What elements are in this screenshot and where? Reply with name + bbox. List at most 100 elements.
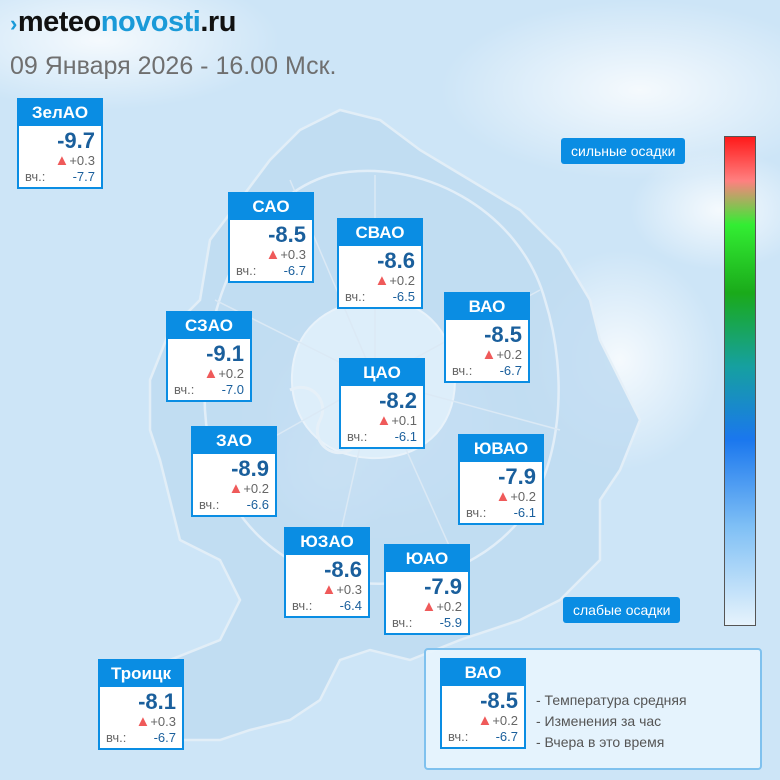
legend-item-hourly-change: - Изменения за час (536, 713, 662, 729)
district-temp: -7.9 (498, 464, 536, 489)
district-card-zelao: ЗелАО -9.7 ▲+0.3 вч.: -7.7 (17, 98, 103, 189)
yesterday-value: -7.0 (221, 382, 244, 397)
yesterday-value: -6.5 (392, 289, 415, 304)
yesterday-label: вч.: (345, 289, 366, 304)
yesterday-value: -7.7 (72, 169, 95, 184)
district-change: ▲+0.2 (446, 347, 528, 362)
yesterday-value: -6.7 (283, 263, 306, 278)
logo-text-novosti: novosti (100, 6, 201, 38)
district-name: СВАО (339, 220, 421, 246)
district-yesterday: вч.: -7.7 (19, 168, 101, 187)
change-value: +0.2 (243, 481, 269, 496)
district-card-yuvao: ЮВАО -7.9 ▲+0.2 вч.: -6.1 (458, 434, 544, 525)
district-name: ЗелАО (19, 100, 101, 126)
district-card-szao: СЗАО -9.1 ▲+0.2 вч.: -7.0 (166, 311, 252, 402)
district-yesterday: вч.: -6.1 (460, 504, 542, 523)
change-value: +0.3 (336, 582, 362, 597)
district-yesterday: вч.: -5.9 (386, 614, 468, 633)
change-value: +0.3 (280, 247, 306, 262)
district-name: ЮЗАО (286, 529, 368, 555)
up-triangle-icon: ▲ (265, 246, 281, 263)
yesterday-label: вч.: (106, 730, 127, 745)
district-name: ЗАО (193, 428, 275, 454)
district-card-svao: СВАО -8.6 ▲+0.2 вч.: -6.5 (337, 218, 423, 309)
logo-text-ru: .ru (200, 6, 236, 38)
yesterday-label: вч.: (292, 598, 313, 613)
change-value: +0.2 (492, 713, 518, 728)
district-yesterday: вч.: -6.1 (341, 428, 423, 447)
up-triangle-icon: ▲ (374, 272, 390, 289)
change-value: +0.2 (436, 599, 462, 614)
district-yesterday: вч.: -6.7 (442, 728, 524, 747)
yesterday-label: вч.: (199, 497, 220, 512)
district-temp: -7.9 (424, 574, 462, 599)
change-value: +0.2 (389, 273, 415, 288)
change-value: +0.2 (218, 366, 244, 381)
precipitation-scale-bar (724, 136, 756, 626)
change-value: +0.1 (391, 413, 417, 428)
up-triangle-icon: ▲ (203, 365, 219, 382)
yesterday-label: вч.: (392, 615, 413, 630)
district-yesterday: вч.: -6.4 (286, 597, 368, 616)
yesterday-value: -6.1 (513, 505, 536, 520)
legend-sample-card: ВАО -8.5 ▲+0.2 вч.: -6.7 (440, 658, 526, 749)
district-name: САО (230, 194, 312, 220)
district-change: ▲+0.2 (386, 599, 468, 614)
up-triangle-icon: ▲ (421, 598, 437, 615)
district-temp: -8.5 (268, 222, 306, 247)
yesterday-value: -6.7 (153, 730, 176, 745)
district-yesterday: вч.: -6.5 (339, 288, 421, 307)
district-card-vao: ВАО -8.5 ▲+0.2 вч.: -6.7 (444, 292, 530, 383)
legend-item-average-temp: - Температура средняя (536, 692, 687, 708)
yesterday-label: вч.: (466, 505, 487, 520)
district-name: ВАО (442, 660, 524, 686)
district-card-yuao: ЮАО -7.9 ▲+0.2 вч.: -5.9 (384, 544, 470, 635)
district-yesterday: вч.: -6.6 (193, 496, 275, 515)
scale-label-heavy: сильные осадки (561, 138, 686, 164)
district-temp: -8.2 (379, 388, 417, 413)
legend-items: - Температура средняя - Изменения за час… (536, 690, 687, 753)
district-name: ВАО (446, 294, 528, 320)
change-value: +0.2 (510, 489, 536, 504)
district-name: Троицк (100, 661, 182, 687)
site-logo[interactable]: ›meteonovosti.ru (10, 6, 236, 39)
up-triangle-icon: ▲ (495, 488, 511, 505)
district-change: ▲+0.2 (168, 366, 250, 381)
district-temp: -9.1 (206, 341, 244, 366)
logo-text-meteo: meteo (17, 6, 101, 38)
district-temp: -8.6 (377, 248, 415, 273)
district-change: ▲+0.2 (442, 713, 524, 728)
district-change: ▲+0.2 (339, 273, 421, 288)
district-name: ЮАО (386, 546, 468, 572)
district-temp: -9.7 (57, 128, 95, 153)
legend-box: ВАО -8.5 ▲+0.2 вч.: -6.7 - Температура ср… (424, 648, 762, 770)
up-triangle-icon: ▲ (321, 581, 337, 598)
date-time: 09 Января 2026 - 16.00 Мск. (10, 52, 337, 80)
district-yesterday: вч.: -6.7 (100, 729, 182, 748)
district-name: ЮВАО (460, 436, 542, 462)
yesterday-value: -6.7 (495, 729, 518, 744)
up-triangle-icon: ▲ (135, 713, 151, 730)
change-value: +0.3 (69, 153, 95, 168)
yesterday-value: -6.7 (499, 363, 522, 378)
change-value: +0.3 (150, 714, 176, 729)
district-temp: -8.5 (484, 322, 522, 347)
district-yesterday: вч.: -6.7 (446, 362, 528, 381)
district-change: ▲+0.2 (460, 489, 542, 504)
up-triangle-icon: ▲ (477, 712, 493, 729)
yesterday-value: -6.4 (339, 598, 362, 613)
district-change: ▲+0.3 (230, 247, 312, 262)
district-card-cao: ЦАО -8.2 ▲+0.1 вч.: -6.1 (339, 358, 425, 449)
legend-item-yesterday: - Вчера в это время (536, 734, 665, 750)
district-change: ▲+0.3 (100, 714, 182, 729)
district-yesterday: вч.: -6.7 (230, 262, 312, 281)
district-temp: -8.1 (138, 689, 176, 714)
change-value: +0.2 (496, 347, 522, 362)
district-card-yuzao: ЮЗАО -8.6 ▲+0.3 вч.: -6.4 (284, 527, 370, 618)
district-change: ▲+0.1 (341, 413, 423, 428)
logo-chevron-icon: › (10, 11, 17, 36)
yesterday-value: -5.9 (439, 615, 462, 630)
district-card-zao: ЗАО -8.9 ▲+0.2 вч.: -6.6 (191, 426, 277, 517)
district-temp: -8.5 (480, 688, 518, 713)
district-yesterday: вч.: -7.0 (168, 381, 250, 400)
